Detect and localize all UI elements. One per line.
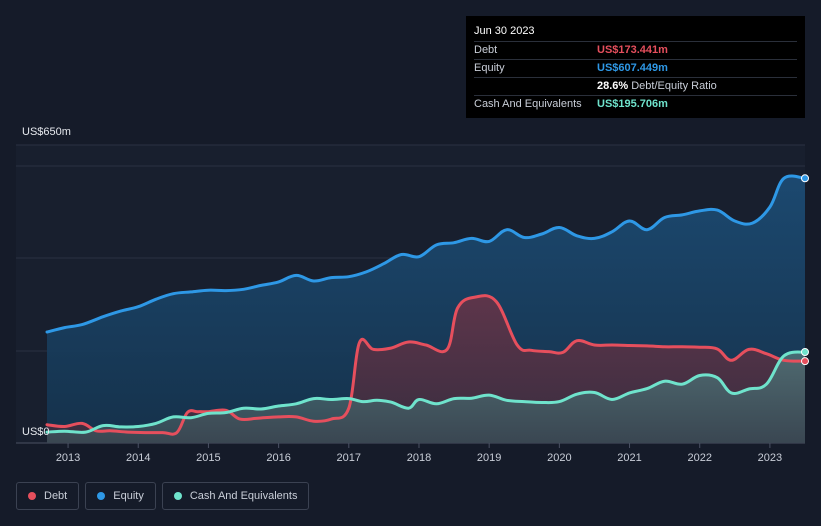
- x-tick-label: 2022: [687, 452, 711, 464]
- tooltip-panel: Jun 30 2023 Debt US$173.441m Equity US$6…: [466, 16, 805, 118]
- equity-dot-icon: [97, 492, 106, 500]
- series-areas: [47, 175, 805, 443]
- debt-dot-icon: [28, 492, 36, 500]
- tooltip-suffix: Debt/Equity Ratio: [631, 80, 717, 92]
- series-debt-end-marker: [801, 357, 809, 366]
- legend-item-equity[interactable]: Equity: [85, 482, 156, 510]
- tooltip-date: Jun 30 2023: [474, 24, 797, 42]
- legend-item-debt[interactable]: Debt: [16, 482, 80, 510]
- legend-item-cash[interactable]: Cash And Equivalents: [161, 482, 310, 510]
- legend-label: Cash And Equivalents: [189, 490, 298, 502]
- tooltip-row-ratio: 28.6% Debt/Equity Ratio: [474, 78, 797, 96]
- series-cash-and-equivalents-area: [47, 352, 805, 443]
- x-tick-label: 2013: [56, 452, 80, 464]
- tooltip-label: Equity: [474, 62, 505, 74]
- x-tick-label: 2018: [407, 452, 431, 464]
- series-cash-and-equivalents-line: [45, 350, 807, 434]
- cash-dot-icon: [173, 492, 182, 500]
- y-axis-top-label: US$650m: [22, 126, 71, 138]
- x-tick-label: 2021: [617, 452, 641, 464]
- y-axis-bottom-label: US$0: [22, 426, 50, 438]
- series-equity-line: [45, 174, 807, 334]
- tooltip-row-cash: Cash And Equivalents US$195.706m: [474, 96, 797, 113]
- end-markers: [801, 174, 809, 366]
- x-tick-label: 2015: [196, 452, 220, 464]
- x-tick-label: 2016: [266, 452, 290, 464]
- series-equity-end-marker: [801, 174, 809, 183]
- x-tick-label: 2017: [337, 452, 361, 464]
- x-tick-label: 2019: [477, 452, 501, 464]
- tooltip-label: Debt: [474, 44, 498, 56]
- tooltip-value: 28.6%: [597, 80, 629, 92]
- series-debt-line: [45, 294, 807, 436]
- tooltip-value: US$607.449m: [597, 62, 668, 74]
- tooltip-row-debt: Debt US$173.441m: [474, 42, 797, 60]
- tooltip-label: Cash And Equivalents: [474, 98, 582, 110]
- series-lines: [45, 174, 807, 436]
- tooltip-row-equity: Equity US$607.449m: [474, 60, 797, 78]
- x-tick-label: 2023: [758, 452, 782, 464]
- legend-label: Debt: [44, 490, 68, 502]
- legend-label: Equity: [113, 490, 144, 502]
- series-cash-and-equivalents-end-marker: [801, 348, 809, 357]
- tooltip-label: [474, 78, 597, 95]
- x-tick-label: 2014: [126, 452, 150, 464]
- tooltip-value: US$173.441m: [597, 44, 668, 56]
- tooltip-value: US$195.706m: [597, 98, 668, 110]
- x-tick-label: 2020: [547, 452, 571, 464]
- x-axis: 2013 2014 2015 2016 2017 2018 2019 2020 2021 2022…: [56, 443, 782, 464]
- legend: Debt Equity Cash And Equivalents: [16, 482, 310, 510]
